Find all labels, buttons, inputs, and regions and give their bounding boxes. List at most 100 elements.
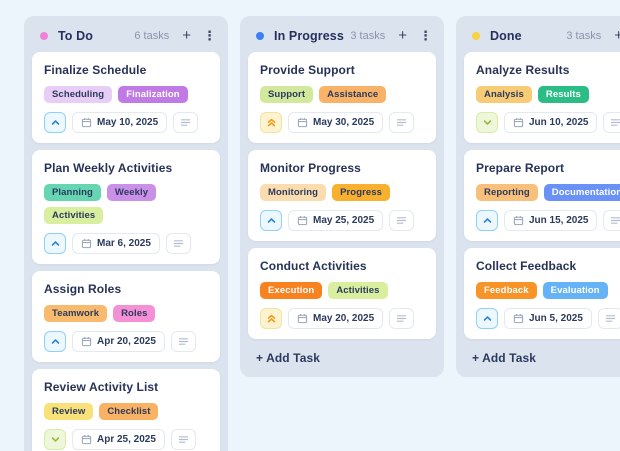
card-footer: Jun 10, 2025 (476, 112, 620, 133)
due-date-chip[interactable]: May 20, 2025 (288, 308, 384, 329)
tag-planning: Planning (44, 184, 101, 201)
task-card[interactable]: Conduct Activities Execution Activities M… (248, 248, 436, 339)
chevron-up-icon (51, 339, 59, 344)
notes-lines-icon (611, 217, 620, 224)
card-list: Finalize Schedule Scheduling Finalization… (32, 52, 220, 451)
card-title: Monitor Progress (260, 161, 361, 175)
tag-list: Support Assistance (260, 86, 424, 103)
notes-lines-icon (397, 315, 407, 322)
due-date-label: May 10, 2025 (97, 117, 159, 128)
notes-lines-icon (181, 119, 191, 126)
tag-activities: Activities (328, 282, 388, 299)
column-task-count: 6 tasks (134, 29, 170, 42)
card-title: Finalize Schedule (44, 63, 147, 77)
tag-list: Analysis Results (476, 86, 620, 103)
task-card[interactable]: Provide Support Support Assistance May 30… (248, 52, 436, 143)
column-title: Done (490, 28, 522, 43)
priority-low-button[interactable] (44, 429, 66, 450)
priority-urgent-button[interactable] (260, 112, 282, 133)
tag-list: Monitoring Progress (260, 184, 424, 201)
notes-lines-icon (178, 338, 189, 345)
card-footer: May 30, 2025 (260, 112, 424, 133)
notes-button[interactable] (389, 112, 415, 133)
priority-high-button[interactable] (44, 112, 66, 133)
due-date-chip[interactable]: May 25, 2025 (288, 210, 384, 231)
task-card[interactable]: Collect Feedback Feedback Evaluation Jun … (464, 248, 620, 339)
notes-button[interactable] (170, 331, 196, 352)
card-title: Provide Support (260, 63, 355, 77)
calendar-icon (513, 118, 524, 128)
priority-high-button[interactable] (44, 331, 66, 352)
add-card-plus-icon[interactable]: + (614, 27, 620, 44)
tag-list: Teamwork Roles (44, 305, 208, 322)
tag-analysis: Analysis (476, 86, 532, 103)
task-card[interactable]: Review Activity List Review Checklist Apr… (32, 369, 220, 451)
card-footer: May 25, 2025 (260, 210, 424, 231)
tag-roles: Roles (113, 305, 156, 322)
tag-assistance: Assistance (319, 86, 387, 103)
task-card[interactable]: Prepare Report Reporting Documentation Ju… (464, 150, 620, 241)
tag-list: Execution Activities (260, 282, 424, 299)
priority-high-button[interactable] (476, 308, 498, 329)
notes-button[interactable] (603, 210, 620, 231)
card-footer: Jun 5, 2025 (476, 308, 620, 329)
tag-support: Support (260, 86, 314, 103)
priority-low-button[interactable] (476, 112, 498, 133)
due-date-chip[interactable]: Apr 25, 2025 (72, 429, 165, 450)
task-card[interactable]: Assign Roles Teamwork Roles Apr 20, 2025 (32, 271, 220, 362)
card-title: Conduct Activities (260, 259, 367, 273)
kanban-column: In Progress 3 tasks + ⋮ Provide Support … (240, 16, 444, 377)
tag-results: Results (537, 86, 589, 103)
priority-high-button[interactable] (260, 210, 282, 231)
notes-button[interactable] (170, 429, 196, 450)
column-kebab-menu-icon[interactable]: ⋮ (203, 28, 216, 43)
column-kebab-menu-icon[interactable]: ⋮ (419, 28, 432, 43)
due-date-chip[interactable]: Jun 10, 2025 (504, 112, 598, 133)
task-card[interactable]: Monitor Progress Monitoring Progress May … (248, 150, 436, 241)
calendar-icon (81, 118, 92, 128)
calendar-icon (81, 435, 92, 445)
task-card[interactable]: Finalize Schedule Scheduling Finalization… (32, 52, 220, 143)
notes-button[interactable] (603, 112, 620, 133)
column-status-dot-icon (256, 31, 264, 40)
add-task-button[interactable]: + Add Task (472, 351, 537, 365)
due-date-chip[interactable]: May 30, 2025 (288, 112, 384, 133)
due-date-label: May 20, 2025 (313, 313, 375, 324)
add-task-button[interactable]: + Add Task (256, 351, 321, 365)
tag-scheduling: Scheduling (44, 86, 113, 103)
notes-button[interactable] (173, 112, 199, 133)
notes-button[interactable] (597, 308, 620, 329)
card-footer: Apr 20, 2025 (44, 331, 208, 352)
due-date-chip[interactable]: May 10, 2025 (72, 112, 168, 133)
card-list: Analyze Results Analysis Results Jun 10, … (464, 52, 620, 339)
task-card[interactable]: Analyze Results Analysis Results Jun 10, … (464, 52, 620, 143)
notes-button[interactable] (389, 308, 415, 329)
double-chevron-up-icon (267, 118, 275, 127)
due-date-chip[interactable]: Apr 20, 2025 (72, 331, 165, 352)
notes-button[interactable] (165, 233, 191, 254)
priority-high-button[interactable] (476, 210, 498, 231)
card-title: Plan Weekly Activities (44, 161, 173, 175)
priority-high-button[interactable] (44, 233, 66, 254)
chevron-down-icon (483, 120, 491, 125)
tag-weekly: Weekly (106, 184, 157, 201)
add-card-plus-icon[interactable]: + (182, 27, 191, 44)
add-card-plus-icon[interactable]: + (398, 27, 407, 44)
tag-feedback: Feedback (476, 282, 537, 299)
priority-urgent-button[interactable] (260, 308, 282, 329)
due-date-chip[interactable]: Jun 15, 2025 (504, 210, 598, 231)
card-footer: May 20, 2025 (260, 308, 424, 329)
chevron-down-icon (51, 437, 59, 442)
tag-execution: Execution (260, 282, 323, 299)
due-date-label: Jun 5, 2025 (529, 313, 583, 324)
chevron-up-icon (51, 120, 59, 125)
tag-checklist: Checklist (99, 403, 159, 420)
due-date-chip[interactable]: Jun 5, 2025 (504, 308, 592, 329)
notes-lines-icon (611, 119, 620, 126)
task-card[interactable]: Plan Weekly Activities Planning Weekly Act… (32, 150, 220, 264)
due-date-chip[interactable]: Mar 6, 2025 (72, 233, 160, 254)
calendar-icon (81, 239, 92, 249)
chevron-up-icon (267, 218, 275, 223)
notes-button[interactable] (389, 210, 415, 231)
column-header: Done 3 tasks + ⋮ (464, 23, 620, 52)
